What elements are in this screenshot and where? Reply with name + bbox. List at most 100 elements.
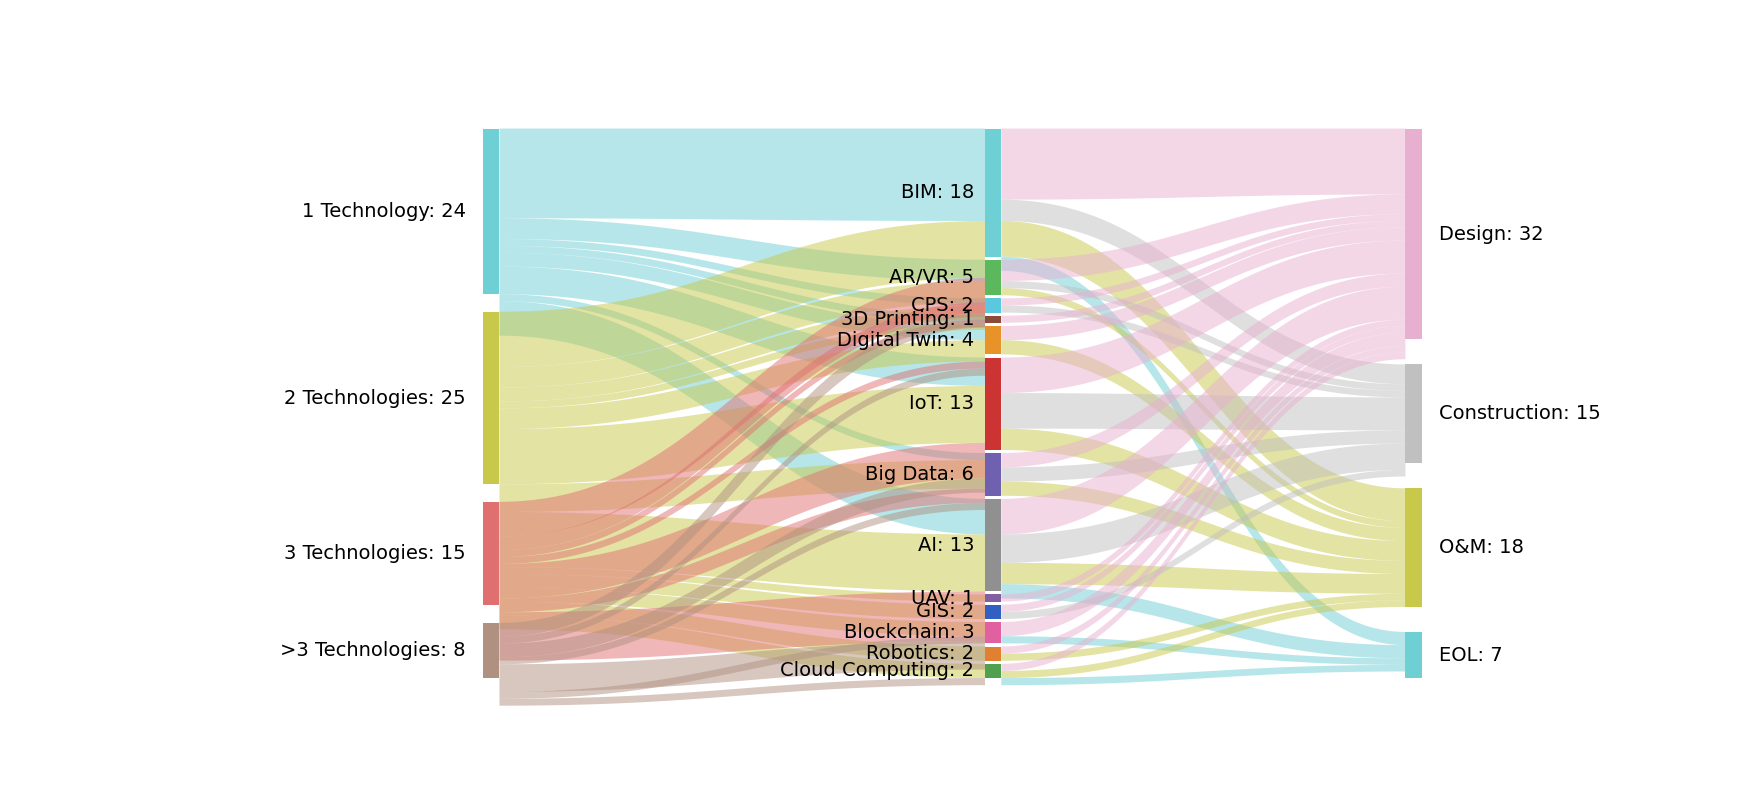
Polygon shape <box>499 303 985 550</box>
Polygon shape <box>1001 600 1405 678</box>
Text: Construction: 15: Construction: 15 <box>1438 405 1601 423</box>
Bar <box>985 646 1001 661</box>
Bar <box>483 129 499 294</box>
Polygon shape <box>1001 429 1405 561</box>
Polygon shape <box>499 460 985 512</box>
Text: Cloud Computing: 2: Cloud Computing: 2 <box>780 662 975 680</box>
Polygon shape <box>499 218 985 281</box>
Polygon shape <box>1001 482 1405 574</box>
Polygon shape <box>499 616 985 678</box>
Polygon shape <box>499 478 985 658</box>
Bar <box>1405 632 1421 678</box>
Text: 1 Technology: 24: 1 Technology: 24 <box>301 202 466 221</box>
Polygon shape <box>1001 346 1405 654</box>
Bar <box>985 129 1001 256</box>
Polygon shape <box>499 301 985 534</box>
Text: 3D Printing: 1: 3D Printing: 1 <box>840 310 975 328</box>
Polygon shape <box>1001 393 1405 431</box>
Polygon shape <box>499 637 985 699</box>
Polygon shape <box>1001 128 1405 200</box>
Bar <box>985 622 1001 643</box>
Bar <box>985 499 1001 591</box>
Polygon shape <box>1001 281 1405 391</box>
Polygon shape <box>1001 326 1405 611</box>
Text: EOL: 7: EOL: 7 <box>1438 646 1503 664</box>
Polygon shape <box>499 567 985 602</box>
Polygon shape <box>499 591 985 661</box>
Bar <box>1405 129 1421 340</box>
Polygon shape <box>499 253 985 340</box>
Polygon shape <box>1001 563 1405 594</box>
Polygon shape <box>499 678 985 706</box>
Text: O&M: 18: O&M: 18 <box>1438 539 1524 557</box>
Polygon shape <box>499 221 985 367</box>
Bar <box>985 315 1001 323</box>
Polygon shape <box>1001 273 1405 467</box>
Bar <box>985 260 1001 295</box>
Text: GIS: 2: GIS: 2 <box>915 603 975 621</box>
Bar <box>483 502 499 605</box>
Polygon shape <box>1001 470 1405 619</box>
Polygon shape <box>499 246 985 323</box>
Polygon shape <box>499 294 985 460</box>
Bar <box>985 358 1001 450</box>
Polygon shape <box>499 588 985 637</box>
Bar <box>1405 364 1421 463</box>
Polygon shape <box>499 503 985 664</box>
Polygon shape <box>1001 333 1405 637</box>
Polygon shape <box>499 320 985 557</box>
Polygon shape <box>499 443 985 599</box>
Bar <box>985 664 1001 678</box>
Text: IoT: 13: IoT: 13 <box>910 394 975 414</box>
Bar <box>985 605 1001 619</box>
Polygon shape <box>499 386 985 484</box>
Polygon shape <box>1001 594 1405 661</box>
Polygon shape <box>499 239 985 306</box>
Text: Blockchain: 3: Blockchain: 3 <box>844 623 975 642</box>
Polygon shape <box>1001 287 1405 534</box>
Bar <box>1405 488 1421 607</box>
Polygon shape <box>1001 288 1405 528</box>
Polygon shape <box>1001 431 1405 482</box>
Polygon shape <box>1001 195 1405 281</box>
Polygon shape <box>1001 584 1405 659</box>
Polygon shape <box>499 340 985 429</box>
Polygon shape <box>499 306 985 401</box>
Text: Robotics: 2: Robotics: 2 <box>866 644 975 663</box>
Polygon shape <box>499 369 985 644</box>
Polygon shape <box>1001 320 1405 602</box>
Polygon shape <box>1001 227 1405 340</box>
Text: AI: 13: AI: 13 <box>917 535 975 555</box>
Polygon shape <box>499 574 985 619</box>
Polygon shape <box>499 314 985 637</box>
Polygon shape <box>499 642 985 692</box>
Polygon shape <box>499 323 985 409</box>
Text: BIM: 18: BIM: 18 <box>901 183 975 202</box>
Bar <box>985 594 1001 602</box>
Polygon shape <box>499 512 985 591</box>
Polygon shape <box>499 281 985 388</box>
Polygon shape <box>1001 214 1405 306</box>
Polygon shape <box>1001 637 1405 665</box>
Polygon shape <box>1001 340 1405 541</box>
Text: AR/VR: 5: AR/VR: 5 <box>889 268 975 287</box>
Bar <box>985 298 1001 312</box>
Polygon shape <box>1001 353 1405 671</box>
Text: Big Data: 6: Big Data: 6 <box>864 465 975 484</box>
Polygon shape <box>1001 306 1405 397</box>
Bar <box>483 311 499 484</box>
Text: 2 Technologies: 25: 2 Technologies: 25 <box>284 388 466 407</box>
Text: 3 Technologies: 15: 3 Technologies: 15 <box>284 544 466 563</box>
Polygon shape <box>499 489 985 612</box>
Bar <box>985 326 1001 354</box>
Polygon shape <box>1001 221 1405 521</box>
Polygon shape <box>499 602 985 661</box>
Polygon shape <box>1001 241 1405 393</box>
Text: >3 Technologies: 8: >3 Technologies: 8 <box>280 641 466 660</box>
Polygon shape <box>499 128 985 221</box>
Bar <box>985 453 1001 496</box>
Text: CPS: 2: CPS: 2 <box>912 296 975 315</box>
Polygon shape <box>1001 221 1405 323</box>
Polygon shape <box>1001 444 1405 563</box>
Text: Design: 32: Design: 32 <box>1438 225 1544 243</box>
